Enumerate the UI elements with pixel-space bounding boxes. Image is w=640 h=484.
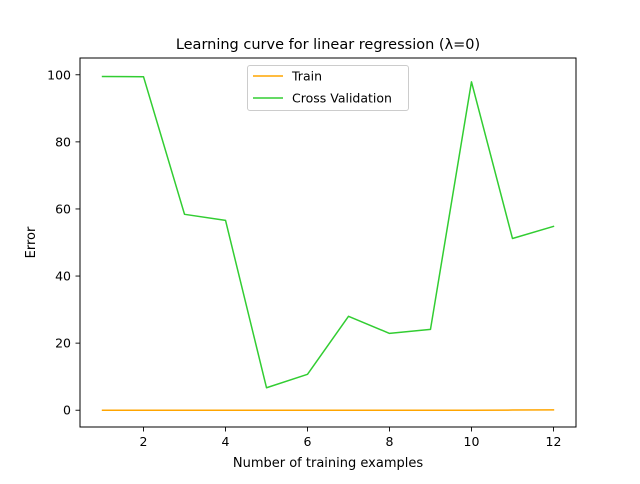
y-tick-label: 40 — [55, 269, 71, 284]
y-tick-label: 60 — [55, 201, 71, 216]
x-tick-label: 6 — [304, 434, 312, 449]
y-tick-label: 80 — [55, 134, 71, 149]
chart-title: Learning curve for linear regression (λ=… — [176, 37, 480, 53]
legend-label-train: Train — [291, 69, 322, 84]
y-axis-label: Error — [24, 226, 39, 258]
y-tick-label: 20 — [55, 336, 71, 351]
x-tick-label: 8 — [386, 434, 394, 449]
x-tick-label: 10 — [464, 434, 480, 449]
legend: Train Cross Validation — [248, 66, 409, 111]
legend-label-cross-validation: Cross Validation — [292, 91, 392, 106]
x-axis-label: Number of training examples — [233, 456, 423, 471]
x-tick-label: 2 — [140, 434, 148, 449]
x-tick-label: 12 — [546, 434, 562, 449]
y-tick-label: 0 — [63, 403, 71, 418]
y-tick-label: 100 — [47, 67, 71, 82]
x-tick-label: 4 — [222, 434, 230, 449]
